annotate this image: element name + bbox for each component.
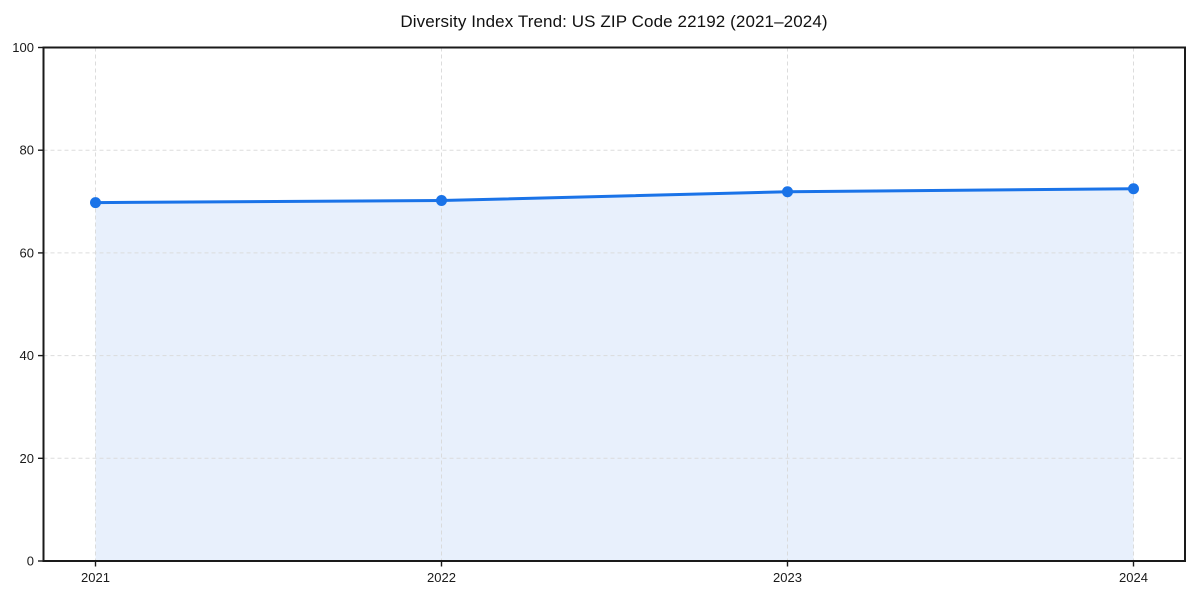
y-tick-label: 20	[20, 451, 34, 466]
y-tick-label: 0	[27, 554, 34, 569]
x-tick-label: 2023	[773, 570, 802, 585]
chart-title: Diversity Index Trend: US ZIP Code 22192…	[400, 12, 828, 31]
x-tick-label: 2022	[427, 570, 456, 585]
y-tick-label: 80	[20, 143, 34, 158]
area-fill	[95, 188, 1134, 561]
plot-frame	[42, 46, 1186, 562]
x-tick-label: 2024	[1119, 570, 1148, 585]
data-point-2022	[436, 195, 447, 207]
y-tick-label: 40	[20, 348, 34, 363]
trend-line	[94, 187, 1135, 205]
data-point-2024	[1128, 183, 1139, 195]
y-tick-label: 60	[20, 245, 34, 260]
y-tick-label: 100	[12, 40, 34, 55]
data-point-2021	[90, 197, 101, 209]
x-tick-label: 2021	[81, 570, 110, 585]
data-point-2023	[782, 186, 793, 198]
